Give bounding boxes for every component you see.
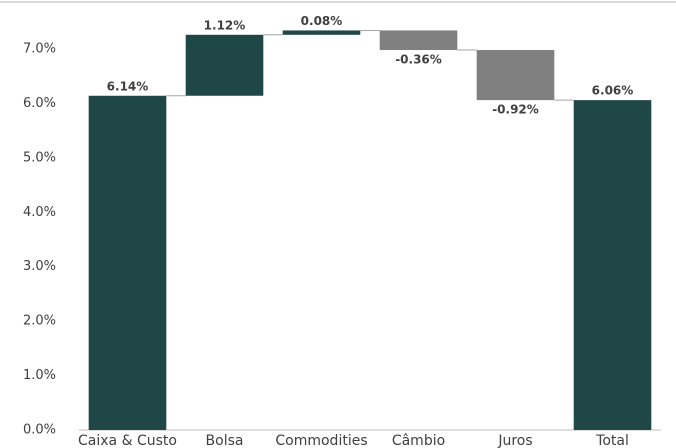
x-tick-label: Bolsa [206, 433, 244, 448]
bar [573, 100, 652, 430]
y-tick-label: 6.0% [23, 96, 56, 111]
x-tick-label: Juros [497, 433, 532, 448]
y-tick-label: 4.0% [23, 205, 56, 220]
y-tick-label: 2.0% [23, 314, 56, 329]
x-tick-label: Commodities [275, 433, 367, 448]
y-tick-label: 0.0% [23, 423, 56, 438]
bar [88, 95, 167, 431]
x-tick-label: Total [595, 433, 629, 448]
y-tick-label: 1.0% [23, 368, 56, 383]
x-tick-label: Câmbio [392, 433, 445, 448]
value-label: 1.12% [204, 18, 246, 32]
x-tick-label: Caixa & Custo [78, 433, 177, 448]
value-label: 6.14% [107, 79, 149, 93]
y-tick-label: 7.0% [23, 41, 56, 56]
value-label: -0.36% [395, 53, 442, 67]
bar [379, 30, 458, 51]
value-label: 6.06% [592, 84, 634, 98]
value-label: -0.92% [492, 103, 539, 117]
y-tick-label: 5.0% [23, 150, 56, 165]
y-tick-label: 3.0% [23, 259, 56, 274]
value-label: 0.08% [301, 14, 343, 28]
bar [476, 50, 555, 101]
bar [185, 34, 264, 96]
bar [282, 30, 361, 35]
